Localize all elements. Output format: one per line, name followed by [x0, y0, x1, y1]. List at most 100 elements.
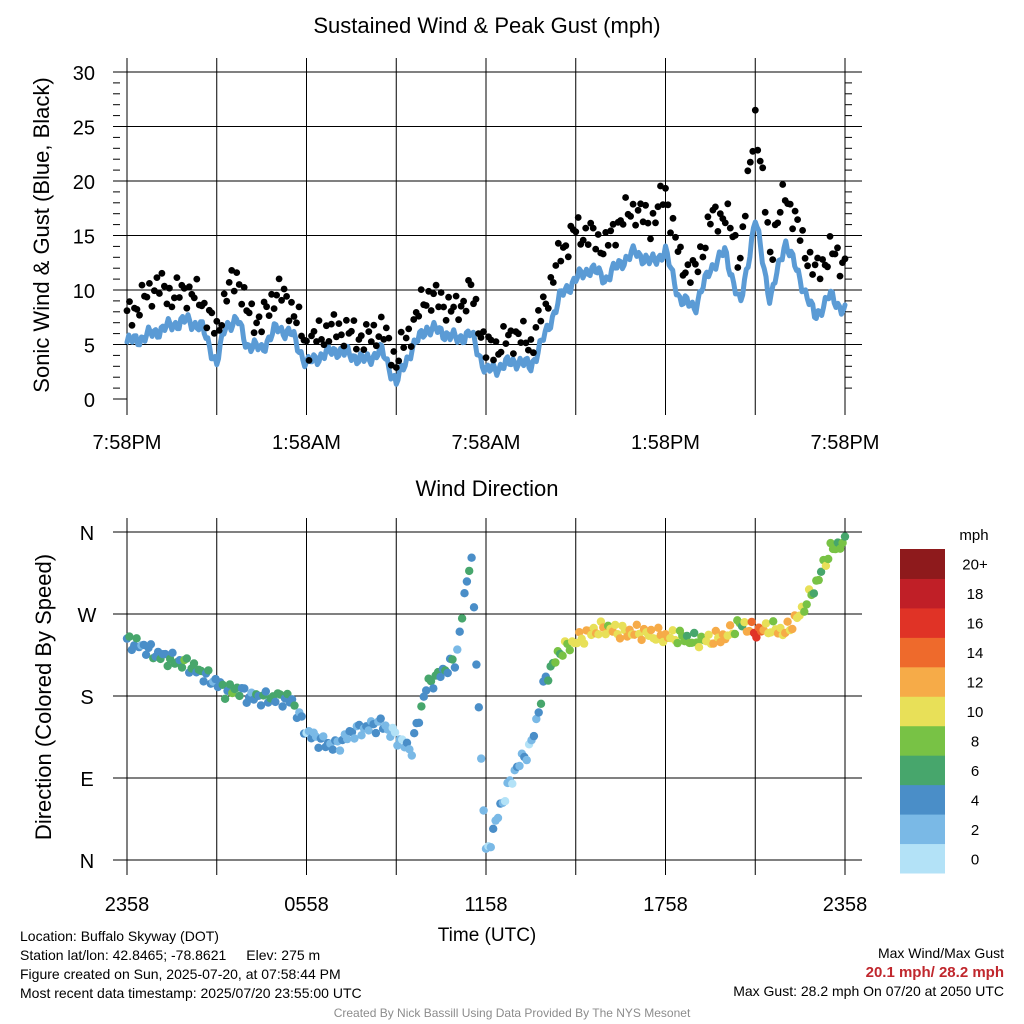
- gust-point: [220, 290, 228, 298]
- max-gust-line: Max Gust: 28.2 mph On 07/20 at 2050 UTC: [733, 983, 1004, 999]
- direction-point: [350, 734, 359, 743]
- direction-point: [347, 727, 357, 737]
- gust-point: [707, 220, 714, 228]
- direction-point: [704, 630, 713, 639]
- top-y-axis-label: Sonic Wind & Gust (Blue, Black): [29, 77, 54, 392]
- top-y-tick-label: 0: [84, 390, 95, 412]
- gust-point: [736, 254, 744, 262]
- gust-point: [405, 325, 413, 333]
- direction-point: [690, 628, 699, 638]
- gust-point: [450, 303, 457, 311]
- gust-point: [699, 253, 707, 261]
- gust-point: [245, 309, 253, 317]
- colorbar-segment: [900, 725, 945, 756]
- direction-point: [489, 824, 498, 833]
- gust-point: [285, 317, 293, 325]
- gust-point: [642, 201, 649, 209]
- gust-point: [704, 213, 712, 221]
- gust-point: [672, 233, 679, 241]
- direction-point: [443, 668, 452, 678]
- bottom-x-tick-label: 1758: [643, 894, 688, 916]
- gust-point: [664, 201, 672, 209]
- colorbar-segment: [900, 814, 945, 845]
- top-y-tick-label: 25: [73, 118, 95, 140]
- gust-point: [662, 184, 669, 192]
- gust-point: [816, 275, 824, 283]
- gust-point: [836, 272, 844, 280]
- direction-point: [761, 619, 771, 628]
- direction-point: [783, 617, 792, 626]
- gust-point: [714, 228, 722, 235]
- gust-point: [230, 287, 238, 295]
- gust-point: [604, 241, 612, 249]
- gust-point: [430, 290, 437, 298]
- top-x-tick-label: 7:58PM: [93, 432, 162, 454]
- direction-point: [290, 701, 299, 710]
- gust-point: [432, 281, 440, 289]
- gust-point: [275, 275, 283, 283]
- credit-text: Created By Nick Bassill Using Data Provi…: [333, 1006, 691, 1020]
- bottom-y-tick-label: W: [78, 605, 97, 627]
- gust-point: [200, 299, 208, 307]
- gust-point: [445, 293, 452, 301]
- gust-point: [841, 255, 849, 263]
- gust-point: [263, 303, 270, 311]
- direction-point: [515, 761, 524, 771]
- gust-point: [751, 106, 759, 114]
- direction-point: [141, 650, 151, 659]
- station-info: Location: Buffalo Skyway (DOT) Station l…: [20, 927, 362, 1003]
- gust-point: [338, 331, 345, 339]
- gust-point: [490, 356, 497, 364]
- direction-point: [410, 729, 419, 738]
- gust-point: [544, 304, 552, 312]
- direction-point: [407, 751, 416, 760]
- max-values: 20.1 mph/ 28.2 mph: [865, 964, 1004, 981]
- gust-point: [367, 338, 375, 346]
- gust-point: [739, 223, 747, 231]
- direction-point: [448, 655, 457, 664]
- gust-point: [539, 293, 547, 301]
- gust-point: [190, 294, 198, 302]
- direction-point: [500, 797, 510, 806]
- direction-point: [536, 699, 546, 708]
- direction-point: [747, 617, 756, 627]
- gust-point: [472, 295, 480, 303]
- gust-point: [156, 290, 163, 297]
- gust-point: [315, 317, 323, 324]
- gust-point: [682, 269, 689, 277]
- gust-point: [270, 305, 278, 312]
- gust-point: [143, 293, 151, 301]
- gust-point: [163, 300, 171, 308]
- direction-point: [189, 659, 199, 668]
- direction-point: [709, 639, 718, 648]
- direction-point: [522, 755, 531, 765]
- direction-point: [256, 701, 266, 710]
- top-y-tick-label: 5: [84, 336, 95, 358]
- direction-point: [493, 813, 503, 823]
- gust-point: [268, 290, 275, 298]
- gust-point: [517, 339, 525, 346]
- gust-point: [759, 164, 767, 172]
- gust-point: [290, 313, 298, 320]
- top-x-tick-label: 1:58AM: [272, 432, 341, 454]
- gust-point: [365, 328, 373, 335]
- direction-point: [551, 658, 560, 667]
- direction-point: [673, 638, 682, 648]
- colorbar-level-label: 4: [971, 792, 979, 809]
- gust-point: [547, 274, 555, 281]
- gust-point: [809, 271, 816, 278]
- colorbar-title: mph: [959, 527, 988, 544]
- direction-point: [146, 640, 156, 649]
- gust-point: [265, 312, 273, 319]
- gust-point: [687, 279, 694, 286]
- gust-point: [794, 216, 801, 224]
- direction-point: [457, 614, 467, 623]
- gust-point: [796, 237, 804, 245]
- colorbar-segment: [900, 755, 945, 786]
- gust-point: [305, 357, 313, 364]
- gust-point: [255, 313, 263, 321]
- gust-point: [831, 250, 839, 258]
- gust-point: [248, 300, 256, 308]
- direction-point: [654, 623, 663, 632]
